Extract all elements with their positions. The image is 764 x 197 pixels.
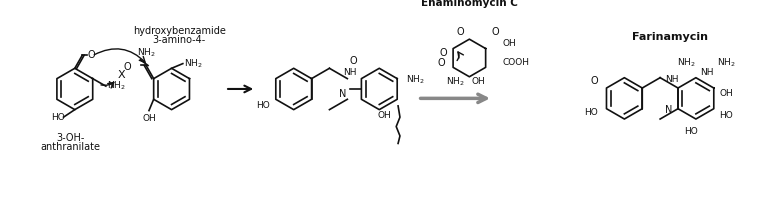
Text: HO: HO bbox=[51, 113, 65, 122]
Text: NH: NH bbox=[665, 75, 678, 84]
Text: NH$_2$: NH$_2$ bbox=[677, 56, 696, 69]
Text: O: O bbox=[349, 56, 357, 66]
Text: HO: HO bbox=[257, 101, 270, 110]
Text: 3-OH-: 3-OH- bbox=[56, 133, 84, 143]
Text: anthranilate: anthranilate bbox=[40, 142, 100, 152]
Text: NH$_2$: NH$_2$ bbox=[406, 73, 424, 86]
Text: N: N bbox=[665, 105, 672, 115]
Text: NH$_2$: NH$_2$ bbox=[717, 56, 735, 69]
Text: O: O bbox=[88, 50, 96, 60]
Text: O: O bbox=[437, 58, 445, 68]
Text: O: O bbox=[439, 48, 447, 58]
Text: OH: OH bbox=[472, 77, 486, 86]
Text: NH$_2$: NH$_2$ bbox=[107, 80, 125, 92]
Text: 3-amino-4-: 3-amino-4- bbox=[153, 35, 206, 45]
Text: O: O bbox=[124, 62, 131, 72]
Text: NH: NH bbox=[344, 68, 357, 77]
Text: Enaminomycin C: Enaminomycin C bbox=[421, 0, 518, 8]
Text: HO: HO bbox=[685, 127, 698, 136]
Text: N: N bbox=[339, 89, 346, 99]
Text: O: O bbox=[492, 27, 500, 37]
Text: OH: OH bbox=[720, 89, 733, 98]
Text: X: X bbox=[118, 70, 125, 80]
Text: HO: HO bbox=[584, 108, 598, 117]
Text: OH: OH bbox=[377, 111, 391, 120]
Text: hydroxybenzamide: hydroxybenzamide bbox=[133, 26, 225, 36]
Text: NH$_2$: NH$_2$ bbox=[184, 57, 202, 70]
Text: OH: OH bbox=[502, 39, 516, 48]
Text: HO: HO bbox=[720, 111, 733, 120]
Text: Farinamycin: Farinamycin bbox=[632, 32, 707, 42]
Text: NH$_2$: NH$_2$ bbox=[137, 46, 155, 59]
Text: O: O bbox=[591, 76, 598, 86]
Text: NH: NH bbox=[701, 68, 714, 77]
Text: O: O bbox=[456, 27, 464, 37]
Text: COOH: COOH bbox=[502, 58, 529, 67]
Text: NH$_2$: NH$_2$ bbox=[446, 75, 465, 88]
Text: OH: OH bbox=[142, 114, 156, 123]
